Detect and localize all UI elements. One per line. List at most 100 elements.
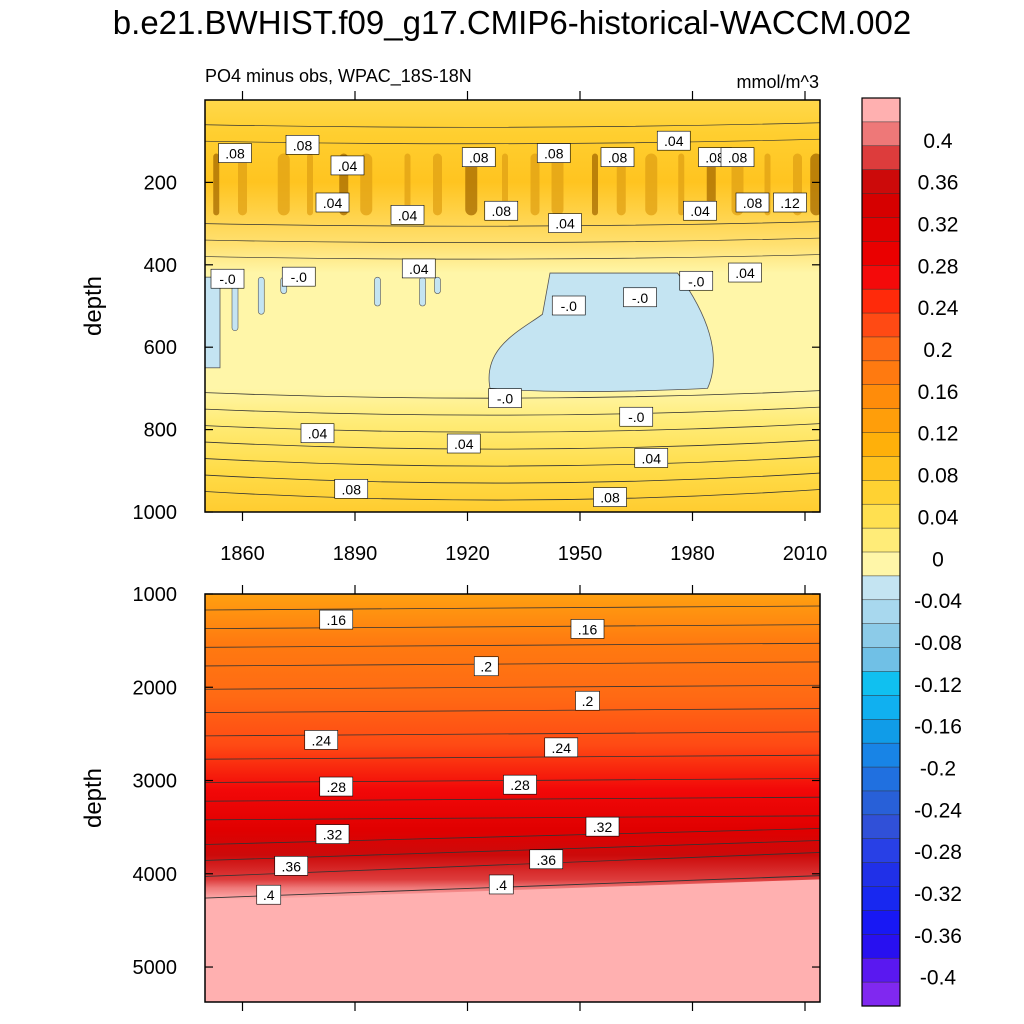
upper-streak bbox=[213, 153, 220, 216]
figure-title: b.e21.BWHIST.f09_g17.CMIP6-historical-WA… bbox=[112, 4, 912, 41]
upper-contour-features bbox=[205, 122, 820, 501]
lower-max-region bbox=[205, 879, 820, 1002]
contour-label: .36 bbox=[529, 849, 564, 870]
colorbar-label: 0.28 bbox=[918, 255, 959, 278]
contour-label-box bbox=[401, 258, 436, 279]
contour-label: .08 bbox=[600, 147, 635, 167]
contour-label: .08 bbox=[218, 143, 252, 163]
x-tick-label: 1860 bbox=[220, 543, 265, 565]
contour-label: -.0 bbox=[488, 388, 522, 409]
upper-negative-finger bbox=[434, 276, 441, 294]
upper-contour-labels: .08.08.04.04.08.08.08.04.08.08.04.08.04.… bbox=[210, 130, 807, 507]
contour-label-text: .2 bbox=[480, 659, 492, 675]
contour-label-text: .04 bbox=[308, 426, 328, 442]
contour-label-text: .24 bbox=[552, 740, 572, 756]
contour-label-box bbox=[330, 155, 365, 176]
colorbar-label: 0.32 bbox=[918, 214, 959, 237]
contour-label-box bbox=[315, 824, 350, 844]
contour-label-text: -.0 bbox=[291, 269, 308, 285]
colorbar-swatch bbox=[861, 265, 901, 290]
colorbar-swatch bbox=[861, 671, 901, 696]
y-tick-label: 600 bbox=[144, 337, 177, 359]
upper-negative-finger bbox=[257, 276, 265, 315]
contour-label-text: .04 bbox=[664, 133, 684, 149]
contour-label: .32 bbox=[585, 816, 620, 837]
contour-label: .04 bbox=[401, 258, 436, 279]
contour-label-box bbox=[488, 388, 522, 409]
contour-label: -.0 bbox=[623, 287, 657, 308]
upper-streak bbox=[404, 153, 411, 216]
contour-label-text: .08 bbox=[544, 146, 564, 162]
contour-label-box bbox=[623, 287, 657, 308]
contour-label-text: .12 bbox=[780, 195, 800, 211]
contour-label: .04 bbox=[315, 192, 350, 213]
contour-label-text: .08 bbox=[608, 150, 628, 166]
lower-contour-line bbox=[205, 828, 820, 845]
contour-label: .16 bbox=[319, 609, 354, 630]
contour-label: .04 bbox=[446, 433, 481, 454]
upper-negative-finger bbox=[374, 276, 381, 307]
contour-label-text: -.0 bbox=[561, 298, 578, 314]
contour-label: .24 bbox=[544, 737, 579, 758]
contour-label: .24 bbox=[304, 730, 339, 750]
colorbar-swatch bbox=[861, 886, 901, 911]
contour-label-text: .08 bbox=[728, 150, 748, 166]
contour-label-text: .08 bbox=[600, 490, 620, 506]
colorbar-swatch bbox=[861, 551, 901, 577]
contour-label-text: .04 bbox=[555, 216, 575, 232]
contour-label-box bbox=[319, 776, 354, 797]
contour-label-box bbox=[484, 200, 519, 221]
contour-label-text: .04 bbox=[409, 261, 429, 277]
contour-label-text: .36 bbox=[537, 852, 557, 868]
upper-negative-finger bbox=[419, 276, 426, 307]
lower-contour-labels: .16 .16 .2 .2 .24 .24 .28 .28 .32 .32 .36 .36 .4 .4 bbox=[256, 609, 620, 905]
upper-contour-line bbox=[205, 406, 820, 416]
colorbar-label: 0.2 bbox=[923, 339, 952, 362]
colorbar-swatch bbox=[861, 145, 901, 171]
colorbar-swatch bbox=[861, 360, 901, 386]
contour-label-text: .36 bbox=[282, 858, 302, 874]
colorbar-label: -0.04 bbox=[914, 590, 962, 613]
contour-label: .2 bbox=[473, 656, 499, 677]
contour-label-box bbox=[548, 213, 582, 233]
lower-contour-line bbox=[205, 708, 820, 713]
contour-label-box bbox=[585, 816, 620, 837]
contour-label-box bbox=[735, 192, 770, 213]
contour-label-box bbox=[304, 730, 339, 750]
contour-label: -.0 bbox=[619, 406, 654, 427]
upper-y-axis-label: depth bbox=[80, 276, 107, 336]
colorbar-swatch bbox=[861, 97, 901, 123]
colorbar-label: 0.24 bbox=[918, 297, 959, 320]
colorbar-swatch bbox=[861, 790, 901, 816]
lower-panel: 1000 2000 3000 4000 5000 .16 .16 .2 .2 .24 .24 .28… bbox=[80, 584, 821, 1011]
upper-streak bbox=[238, 153, 247, 216]
colorbar-swatch bbox=[861, 217, 901, 242]
upper-streak bbox=[810, 153, 820, 216]
contour-label-box bbox=[281, 266, 316, 287]
contour-label-text: .28 bbox=[327, 779, 347, 795]
x-tick-label: 2010 bbox=[783, 543, 828, 565]
contour-label-text: .04 bbox=[338, 158, 358, 174]
lower-axes: 1000 2000 3000 4000 5000 bbox=[133, 584, 820, 1011]
lower-y-axis-label: depth bbox=[80, 768, 107, 828]
contour-label-box bbox=[536, 143, 571, 163]
colorbar-swatch bbox=[861, 695, 901, 720]
contour-label-text: -.0 bbox=[497, 391, 514, 407]
contour-label: .04 bbox=[634, 448, 669, 468]
contour-label: .04 bbox=[728, 262, 762, 283]
contour-label-box bbox=[529, 849, 564, 870]
colorbar-label: -0.24 bbox=[914, 799, 962, 822]
colorbar-label: -0.32 bbox=[914, 883, 962, 906]
upper-streak bbox=[502, 153, 508, 216]
upper-streak bbox=[706, 153, 716, 216]
contour-label-text: .2 bbox=[582, 693, 594, 709]
contour-label: .12 bbox=[773, 192, 807, 213]
colorbar-swatch bbox=[861, 384, 901, 410]
contour-label-box bbox=[446, 433, 481, 454]
upper-axes: 200 400 600 800 1000 1860 1890 1920 1950 1980 2010 bbox=[133, 91, 828, 565]
colorbar-swatch bbox=[861, 169, 901, 195]
colorbar-swatch bbox=[861, 742, 901, 768]
contour-label-box bbox=[600, 147, 635, 167]
colorbar-swatch bbox=[861, 456, 901, 481]
